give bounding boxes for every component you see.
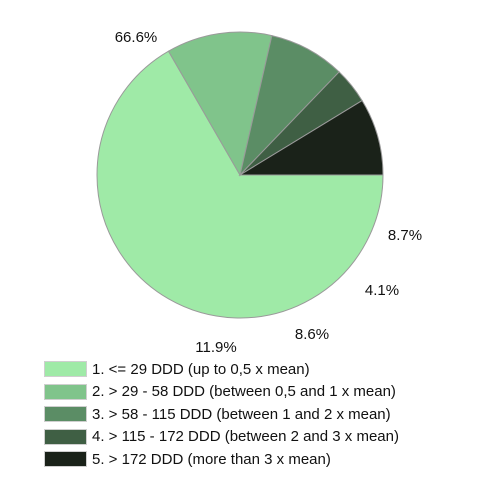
pie-slice-2: [167, 31, 273, 177]
legend: 1. <= 29 DDD (up to 0,5 x mean) 2. > 29 -…: [44, 358, 399, 471]
legend-item-2: 2. > 29 - 58 DDD (between 0,5 and 1 x me…: [44, 381, 399, 404]
legend-label-3: 3. > 58 - 115 DDD (between 1 and 2 x mea…: [92, 405, 391, 423]
legend-label-5: 5. > 172 DDD (more than 3 x mean): [92, 450, 331, 468]
legend-swatch-4: [44, 428, 87, 445]
data-label-2: 11.9%: [195, 339, 236, 356]
legend-swatch-5: [44, 451, 87, 468]
legend-label-4: 4. > 115 - 172 DDD (between 2 and 3 x me…: [92, 428, 399, 446]
legend-swatch-3: [44, 406, 87, 423]
legend-swatch-1: [44, 361, 87, 378]
legend-label-2: 2. > 29 - 58 DDD (between 0,5 and 1 x me…: [92, 383, 396, 401]
legend-item-4: 4. > 115 - 172 DDD (between 2 and 3 x me…: [44, 426, 399, 449]
pie-chart: 66.6% 11.9% 8.6% 4.1% 8.7%: [96, 29, 422, 356]
data-label-3: 8.6%: [295, 326, 329, 343]
pie-slice-1: [96, 50, 384, 319]
pie-slice-5: [238, 99, 384, 176]
legend-item-5: 5. > 172 DDD (more than 3 x mean): [44, 448, 399, 471]
data-label-5: 8.7%: [388, 227, 422, 244]
data-label-1: 66.6%: [115, 29, 158, 46]
legend-item-1: 1. <= 29 DDD (up to 0,5 x mean): [44, 358, 399, 381]
legend-label-1: 1. <= 29 DDD (up to 0,5 x mean): [92, 360, 310, 378]
data-label-4: 4.1%: [365, 282, 399, 299]
legend-item-3: 3. > 58 - 115 DDD (between 1 and 2 x mea…: [44, 403, 399, 426]
legend-swatch-2: [44, 383, 87, 400]
